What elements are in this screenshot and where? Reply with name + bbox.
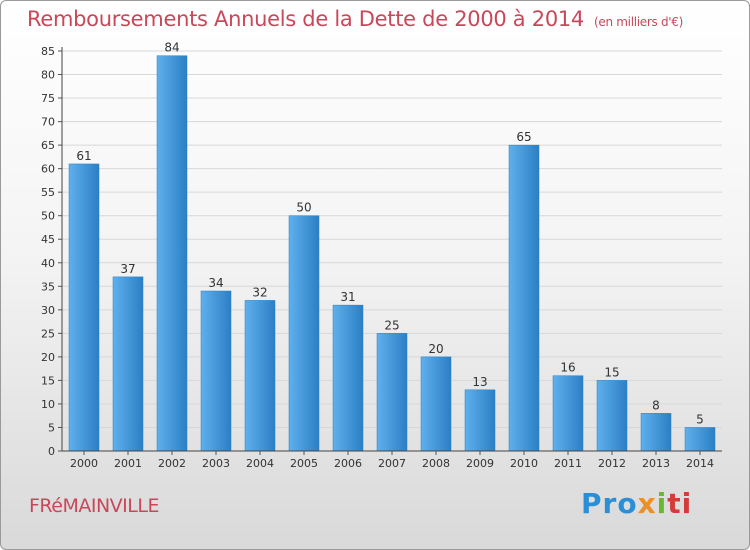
bar-2006 bbox=[332, 304, 364, 452]
x-tick-label: 2008 bbox=[422, 457, 450, 470]
bar-value-label: 13 bbox=[472, 375, 487, 389]
bars: 61 37 84 34 32 50 31 25 20 13 65 16 15 8 5 bbox=[68, 41, 716, 452]
y-tick-label: 30 bbox=[41, 304, 55, 317]
x-tick-label: 2002 bbox=[158, 457, 186, 470]
y-tick-label: 75 bbox=[41, 92, 55, 105]
y-tick-label: 40 bbox=[41, 257, 55, 270]
bar-2005 bbox=[288, 215, 320, 452]
logo-part-4: ti bbox=[667, 487, 693, 520]
y-tick-label: 45 bbox=[41, 233, 55, 246]
bar-2002 bbox=[156, 55, 188, 452]
y-tick-label: 0 bbox=[48, 445, 55, 458]
y-tick-label: 10 bbox=[41, 398, 55, 411]
bar-2000 bbox=[68, 163, 100, 452]
bar-value-label: 37 bbox=[120, 262, 135, 276]
x-tick-label: 2007 bbox=[378, 457, 406, 470]
logo-part-2: x bbox=[637, 487, 657, 520]
chart-title: Remboursements Annuels de la Dette de 20… bbox=[27, 7, 683, 31]
x-tick-label: 2004 bbox=[246, 457, 274, 470]
bar-value-label: 15 bbox=[604, 365, 619, 379]
bar-value-label: 20 bbox=[428, 342, 443, 356]
y-tick-label: 85 bbox=[41, 45, 55, 58]
y-tick-label: 55 bbox=[41, 186, 55, 199]
bar-value-label: 16 bbox=[560, 361, 575, 375]
bar-value-label: 25 bbox=[384, 318, 399, 332]
bar-2008 bbox=[420, 356, 452, 452]
x-tick-label: 2006 bbox=[334, 457, 362, 470]
y-tick-label: 35 bbox=[41, 280, 55, 293]
chart-unit-label: (en milliers d'€) bbox=[594, 15, 684, 29]
x-tick-label: 2005 bbox=[290, 457, 318, 470]
x-tick-label: 2000 bbox=[70, 457, 98, 470]
bar-2004 bbox=[244, 300, 276, 452]
x-tick-label: 2014 bbox=[686, 457, 714, 470]
x-tick-label: 2013 bbox=[642, 457, 670, 470]
y-tick-label: 60 bbox=[41, 163, 55, 176]
bar-value-label: 32 bbox=[252, 285, 267, 299]
y-tick-label: 20 bbox=[41, 351, 55, 364]
bar-value-label: 34 bbox=[208, 276, 223, 290]
bar-2014 bbox=[684, 427, 716, 452]
bar-2001 bbox=[112, 276, 144, 452]
chart-title-text: Remboursements Annuels de la Dette de 20… bbox=[27, 7, 584, 31]
x-tick-label: 2010 bbox=[510, 457, 538, 470]
bar-2013 bbox=[640, 413, 672, 452]
bar-2009 bbox=[464, 389, 496, 452]
bar-2007 bbox=[376, 333, 408, 452]
x-tick-label: 2012 bbox=[598, 457, 626, 470]
logo-part-1: Pro bbox=[581, 487, 638, 520]
bar-2010 bbox=[508, 144, 540, 452]
y-tick-label: 70 bbox=[41, 116, 55, 129]
bar-value-label: 50 bbox=[296, 201, 311, 215]
proxiti-logo: Proxiti bbox=[581, 487, 692, 520]
y-tick-label: 50 bbox=[41, 210, 55, 223]
x-tick-label: 2009 bbox=[466, 457, 494, 470]
bar-value-label: 61 bbox=[76, 149, 91, 163]
bar-value-label: 5 bbox=[696, 412, 704, 426]
commune-name: FRéMAINVILLE bbox=[29, 495, 159, 517]
bar-value-label: 8 bbox=[652, 398, 660, 412]
bar-2011 bbox=[552, 375, 584, 452]
bar-2003 bbox=[200, 290, 232, 452]
bar-value-label: 84 bbox=[164, 41, 179, 55]
x-tick-label: 2001 bbox=[114, 457, 142, 470]
y-tick-label: 80 bbox=[41, 69, 55, 82]
bar-2012 bbox=[596, 380, 628, 452]
bar-value-label: 65 bbox=[516, 130, 531, 144]
bar-value-label: 31 bbox=[340, 290, 355, 304]
y-tick-label: 5 bbox=[48, 421, 55, 434]
y-tick-label: 65 bbox=[41, 139, 55, 152]
x-tick-label: 2011 bbox=[554, 457, 582, 470]
y-tick-label: 15 bbox=[41, 374, 55, 387]
x-tick-label: 2003 bbox=[202, 457, 230, 470]
y-tick-label: 25 bbox=[41, 327, 55, 340]
logo-part-3: i bbox=[656, 487, 668, 520]
